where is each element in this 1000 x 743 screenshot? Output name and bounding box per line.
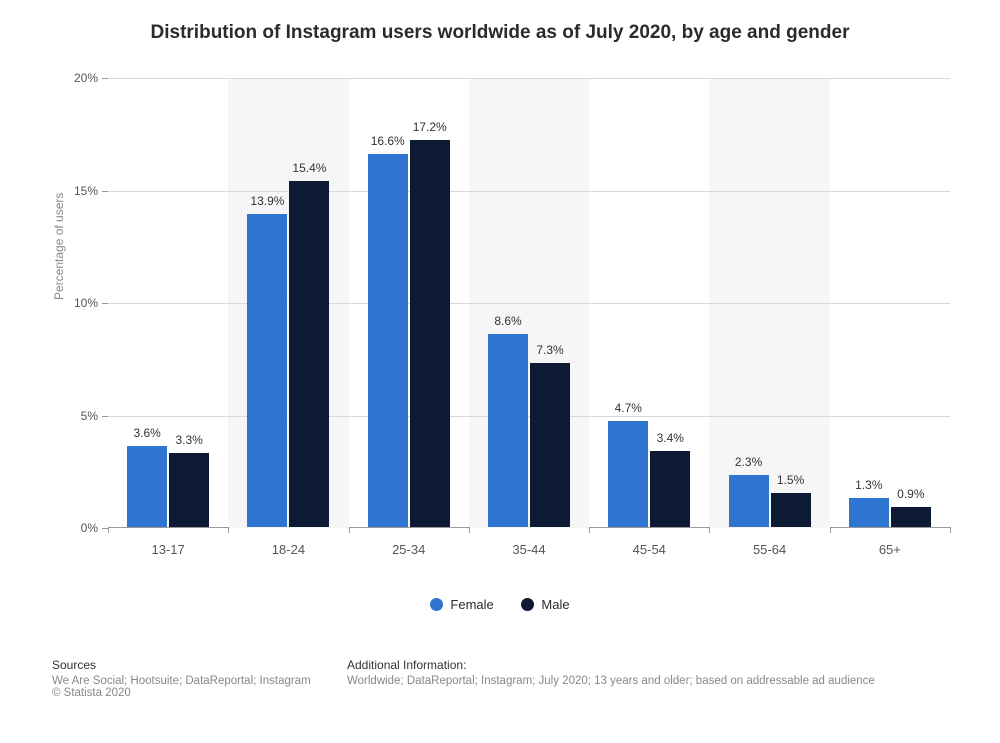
bar-value-label: 17.2% xyxy=(413,120,447,134)
x-tick-label: 55-64 xyxy=(753,542,786,557)
legend-item-male: Male xyxy=(521,597,569,612)
bar-value-label: 2.3% xyxy=(735,455,762,469)
bar-value-label: 3.4% xyxy=(657,431,684,445)
legend-label: Female xyxy=(450,597,493,612)
x-tick-label: 18-24 xyxy=(272,542,305,557)
y-tick-label: 15% xyxy=(48,184,98,198)
legend-swatch xyxy=(430,598,443,611)
plot-region: 3.6% 13.9% 16.6% 8.6% 4.7% 2.3% 1.3% 3.3% 15.4% 1… xyxy=(108,78,950,528)
bar xyxy=(729,475,769,527)
bar xyxy=(289,181,329,528)
legend: Female Male xyxy=(0,597,1000,614)
chart-title: Distribution of Instagram users worldwid… xyxy=(0,0,1000,54)
bar-value-label: 8.6% xyxy=(494,314,521,328)
footer: Sources We Are Social; Hootsuite; DataRe… xyxy=(52,658,875,699)
bar-value-label: 3.3% xyxy=(175,433,202,447)
sources-line: We Are Social; Hootsuite; DataReportal; … xyxy=(52,675,347,687)
bar xyxy=(650,451,690,528)
y-tick-label: 5% xyxy=(48,409,98,423)
x-tick-label: 25-34 xyxy=(392,542,425,557)
bar-value-label: 15.4% xyxy=(292,161,326,175)
chart-area: 3.6% 13.9% 16.6% 8.6% 4.7% 2.3% 1.3% 3.3% 15.4% 1… xyxy=(108,78,950,528)
bar-value-label: 1.5% xyxy=(777,473,804,487)
bar-value-label: 3.6% xyxy=(133,426,160,440)
x-tick-label: 45-54 xyxy=(633,542,666,557)
sources-heading: Sources xyxy=(52,658,347,672)
bar-value-label: 1.3% xyxy=(855,478,882,492)
bar xyxy=(771,493,811,527)
legend-label: Male xyxy=(541,597,569,612)
y-tick-label: 10% xyxy=(48,296,98,310)
bar-value-label: 7.3% xyxy=(536,343,563,357)
bar-value-label: 4.7% xyxy=(615,401,642,415)
bar-value-label: 0.9% xyxy=(897,487,924,501)
copyright: © Statista 2020 xyxy=(52,687,347,699)
legend-item-female: Female xyxy=(430,597,493,612)
x-tick-label: 13-17 xyxy=(152,542,185,557)
x-tick-label: 65+ xyxy=(879,542,901,557)
info-heading: Additional Information: xyxy=(347,658,875,672)
bar xyxy=(247,214,287,527)
bar-value-label: 13.9% xyxy=(250,194,284,208)
bar xyxy=(530,363,570,527)
bar xyxy=(608,421,648,527)
bar xyxy=(127,446,167,527)
y-tick-label: 20% xyxy=(48,71,98,85)
bar xyxy=(891,507,931,527)
legend-swatch xyxy=(521,598,534,611)
bar-value-label: 16.6% xyxy=(371,134,405,148)
bar xyxy=(169,453,209,527)
info-line: Worldwide; DataReportal; Instagram; July… xyxy=(347,675,875,687)
y-axis-label: Percentage of users xyxy=(52,193,66,300)
bar xyxy=(368,154,408,528)
bar xyxy=(488,334,528,528)
y-tick-label: 0% xyxy=(48,521,98,535)
bar xyxy=(849,498,889,527)
bar xyxy=(410,140,450,527)
x-tick-label: 35-44 xyxy=(512,542,545,557)
